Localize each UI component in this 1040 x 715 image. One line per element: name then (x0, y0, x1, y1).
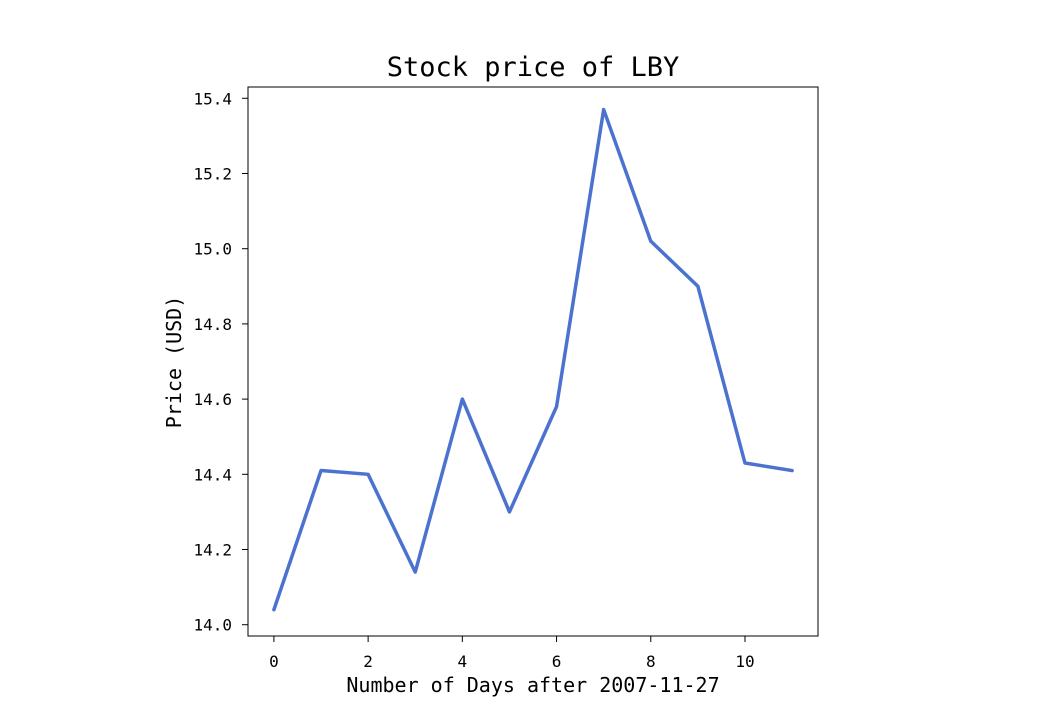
x-axis-label: Number of Days after 2007-11-27 (346, 673, 719, 697)
y-tick-label: 14.6 (193, 390, 232, 409)
y-tick-label: 14.0 (193, 616, 232, 635)
y-axis-label: Price (USD) (162, 296, 186, 428)
chart-title: Stock price of LBY (387, 52, 680, 83)
x-tick-label: 8 (646, 652, 656, 671)
x-tick-label: 0 (269, 652, 279, 671)
y-tick-label: 15.4 (193, 89, 232, 108)
x-tick-label: 10 (735, 652, 754, 671)
y-tick-label: 15.2 (193, 164, 232, 183)
x-axis-ticks: 0 2 4 6 8 10 (269, 636, 755, 671)
x-tick-label: 2 (363, 652, 373, 671)
y-axis-ticks: 14.0 14.2 14.4 14.6 14.8 15.0 15.2 15.4 (193, 89, 248, 635)
x-tick-label: 6 (552, 652, 562, 671)
y-tick-label: 14.2 (193, 541, 232, 560)
price-series-line (272, 107, 794, 612)
y-tick-label: 15.0 (193, 240, 232, 259)
x-tick-label: 4 (458, 652, 468, 671)
y-tick-label: 14.4 (193, 465, 232, 484)
plot-area-frame (247, 86, 819, 637)
y-tick-label: 14.8 (193, 315, 232, 334)
